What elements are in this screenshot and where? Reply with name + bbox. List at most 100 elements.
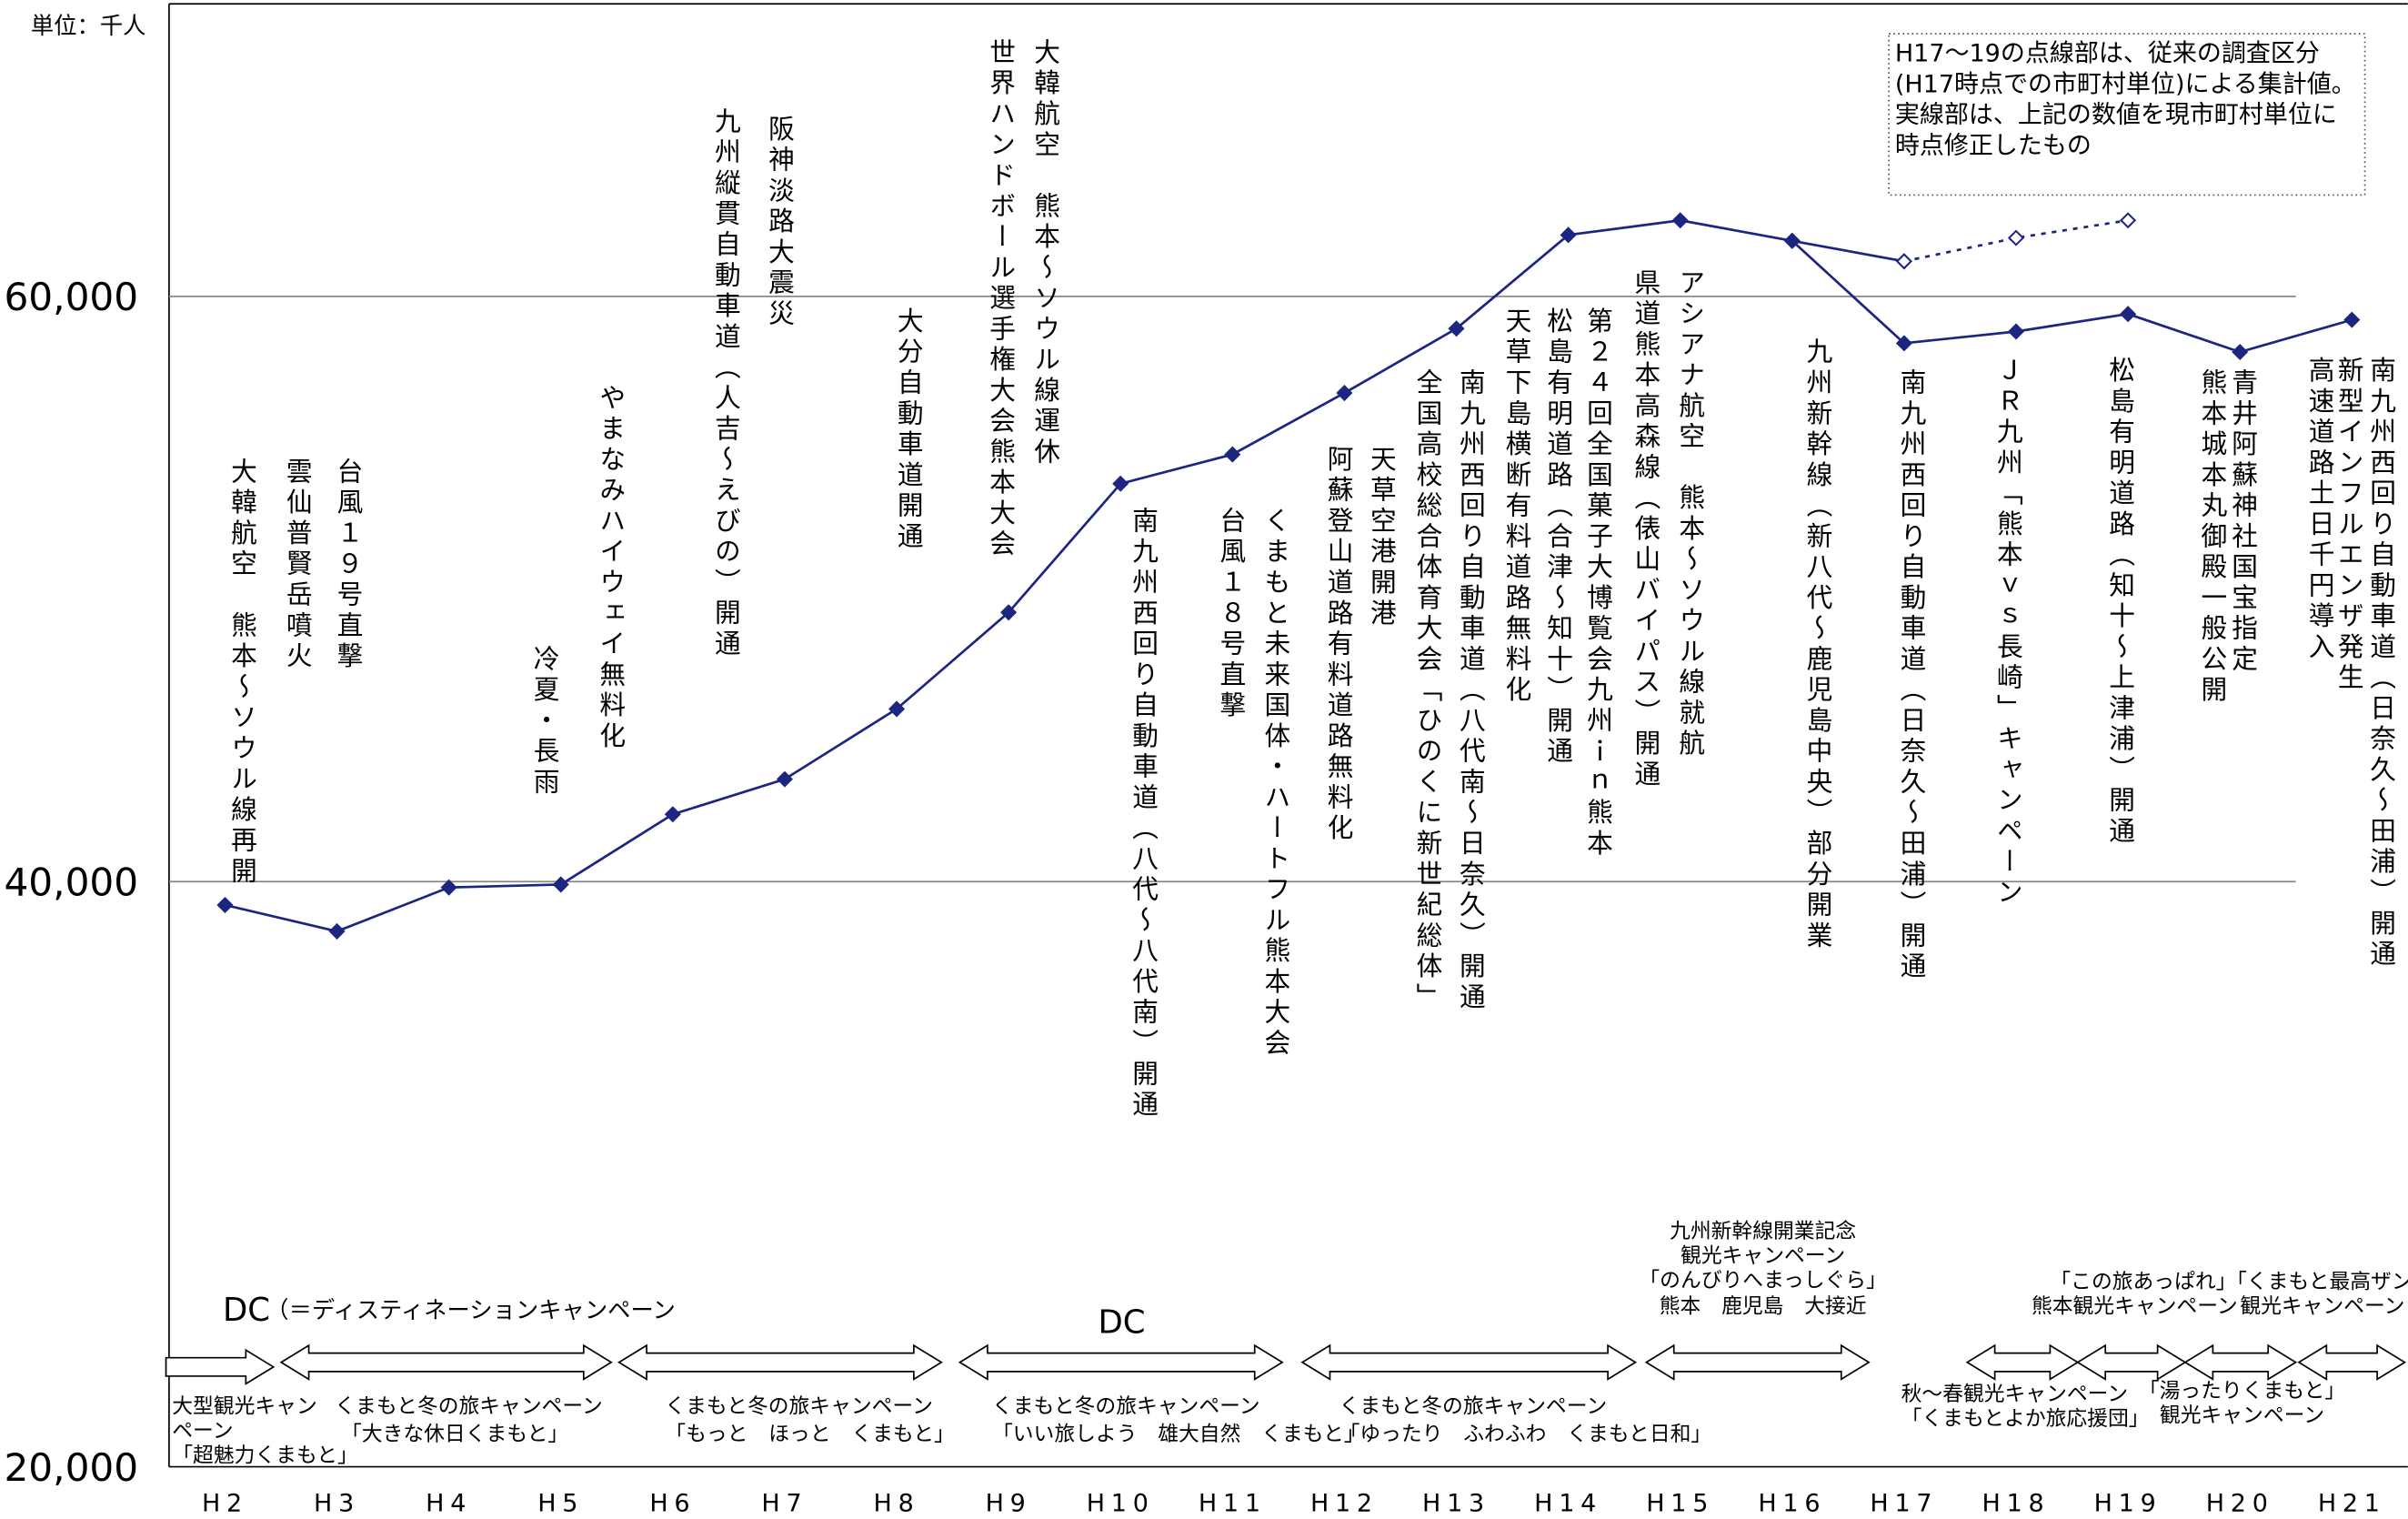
x-tick-label: H3 [314,1490,360,1518]
campaign-label: 「ゆったり ふわふわ くまもと日和」 [1339,1423,1712,1446]
campaign-label: 九州新幹線開業記念 [1670,1220,1856,1243]
data-point [552,876,569,893]
event-annotation: 青井阿蘇神社国宝指定 [2228,368,2259,676]
event-annotation: 天草空港開港 [1367,446,1398,630]
x-tick-label: H18 [1982,1490,2051,1518]
data-point [216,896,234,914]
event-annotation: 熊本城本丸御殿一般公開 [2197,368,2228,706]
data-point [664,806,681,823]
event-annotation: やまなみハイウェイ無料化 [596,384,627,752]
event-annotation: 全国高校総合体育大会「ひのくに新世紀総体」 [1413,368,1444,1013]
campaign-arrow [617,1343,943,1381]
x-tick-label: H6 [649,1490,696,1518]
x-tick-label: H4 [426,1490,472,1518]
x-tick-label: H14 [1534,1490,1602,1518]
campaign-arrow [2297,1343,2407,1381]
x-tick-label: H15 [1646,1490,1714,1518]
series-line [225,218,1905,933]
data-point [2120,212,2137,229]
x-tick-label: H10 [1087,1490,1155,1518]
campaign-label: 「もっと ほっと くまもと」 [665,1423,954,1446]
campaign-label: 観光キャンペーン [1681,1244,1845,1268]
event-annotation: 世界ハンドボール選手権大会熊本大会 [986,38,1017,560]
campaign-label: 大型観光キャン [172,1394,316,1418]
campaign-label: 熊本観光キャンペーン [2032,1295,2238,1319]
data-point [1895,253,1912,270]
event-annotation: 南九州西回り自動車道（八代～八代南）開通 [1129,507,1159,1121]
event-annotation: くまもと未来国体・ハートフル熊本大会 [1260,507,1291,1060]
campaign-label: 「この旅あっぱれ」「くまもと最高ザンス」 [2050,1271,2408,1294]
note-line: (H17時点での市町村単位)による集計値。 [1895,70,2356,98]
dc-label: （＝ディスティネーションキャンペーン [266,1296,676,1323]
campaign-label: くまもと冬の旅キャンペーン [335,1394,603,1418]
event-annotation: 高速道路土日千円導入 [2305,357,2336,664]
x-tick-label: H8 [874,1490,920,1518]
x-tick-label: H7 [761,1490,808,1518]
dc-label: DC [223,1292,270,1329]
note-line: 実線部は、上記の数値を現市町村単位に [1895,101,2337,129]
event-annotation: 台風１９号直撃 [333,458,364,672]
x-tick-label: H17 [1870,1490,1938,1518]
x-tick-label: H19 [2094,1490,2162,1518]
x-tick-label: H12 [1310,1490,1379,1518]
y-tick-label: 60,000 [4,275,138,319]
data-point [2343,311,2361,328]
campaign-arrow [165,1348,276,1385]
data-point [1783,232,1801,249]
event-annotation: 新型インフルエンザ発生 [2334,357,2365,694]
campaign-label: 「いい旅しよう 雄大自然 くまもと」 [992,1423,1365,1446]
campaign-arrow [958,1343,1284,1381]
data-point [440,879,457,896]
data-point [888,700,906,718]
event-annotation: 松島有明道路（合津～知十）開通 [1543,307,1574,769]
campaign-arrow [279,1343,613,1381]
campaign-label: 熊本 鹿児島 大接近 [1660,1295,1867,1319]
campaign-label: 「のんびりへまっしぐら」 [1639,1269,1886,1293]
event-annotation: 雲仙普賢岳噴火 [283,458,314,672]
data-point [2120,306,2137,323]
x-tick-label: H21 [2318,1490,2386,1518]
campaign-label: 観光キャンペーン [2240,1295,2404,1319]
campaign-label: 「超魅力くまもと」 [172,1444,358,1468]
event-annotation: 阿蘇登山道路有料道路無料化 [1324,446,1355,845]
data-point [1560,226,1577,244]
data-point [1448,320,1465,337]
series-line [1791,239,2353,354]
campaign-label: 観光キャンペーン [2160,1404,2324,1428]
unit-label: 単位：千人 [31,12,146,39]
data-point [2007,323,2025,340]
event-annotation: アシアナ航空 熊本～ソウル線就航 [1675,269,1706,760]
campaign-label: 秋～春観光キャンペーン [1901,1383,2128,1406]
note-line: 時点修正したもの [1895,132,2092,160]
event-annotation: 冷夏・長雨 [530,645,561,799]
event-annotation: 県道熊本高森線（俵山バイパス）開通 [1630,269,1661,791]
x-tick-label: H9 [986,1490,1032,1518]
data-point [1000,604,1018,621]
event-annotation: 九州縦貫自動車道（人吉～えびの）開通 [711,107,742,660]
data-point [2007,229,2025,246]
y-tick-label: 40,000 [4,860,138,904]
campaign-arrow [1644,1343,1871,1381]
data-point [2232,343,2249,361]
x-tick-label: H2 [202,1490,248,1518]
data-point [1671,212,1689,229]
note-box [1888,33,2366,196]
event-annotation: 南九州西回り自動車道（八代南～日奈久）開通 [1456,368,1487,1013]
campaign-arrow [1300,1343,1638,1381]
event-annotation: 九州新幹線（新八代～鹿児島中央）部分開業 [1802,337,1833,951]
data-point [1224,446,1241,463]
x-tick-label: H5 [537,1490,584,1518]
x-tick-label: H13 [1422,1490,1490,1518]
campaign-label: くまもと冬の旅キャンペーン [665,1394,933,1418]
campaign-label: くまもと冬の旅キャンペーン [992,1394,1260,1418]
campaign-label: くまもと冬の旅キャンペーン [1339,1394,1608,1418]
event-annotation: 南九州西回り自動車道（日奈久～田浦）開通 [1896,368,1927,982]
event-annotation: 大韓航空 熊本～ソウル線運休 [1030,38,1061,468]
event-annotation: 松島有明道路（知十～上津浦）開通 [2105,357,2136,848]
campaign-label: 「湯ったりくまもと」 [2139,1380,2345,1403]
event-annotation: 台風１８号直撃 [1216,507,1247,721]
event-annotation: 阪神淡路大震災 [765,116,796,330]
campaign-label: ペーン [172,1420,233,1444]
